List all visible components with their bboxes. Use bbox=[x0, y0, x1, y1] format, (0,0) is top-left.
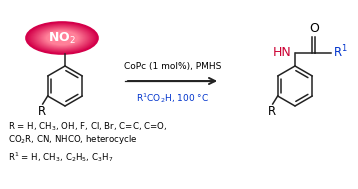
Ellipse shape bbox=[45, 30, 79, 46]
Text: R$^1$: R$^1$ bbox=[333, 44, 348, 60]
Text: R: R bbox=[38, 105, 46, 118]
Ellipse shape bbox=[44, 30, 80, 46]
Ellipse shape bbox=[27, 22, 97, 53]
Text: R$^1$ = H, CH$_3$, C$_2$H$_5$, C$_3$H$_7$: R$^1$ = H, CH$_3$, C$_2$H$_5$, C$_3$H$_7… bbox=[8, 150, 113, 164]
Ellipse shape bbox=[28, 23, 96, 53]
Ellipse shape bbox=[33, 25, 91, 51]
Ellipse shape bbox=[42, 29, 82, 47]
Ellipse shape bbox=[39, 28, 84, 48]
Text: R$^1$CO$_2$H, 100 °C: R$^1$CO$_2$H, 100 °C bbox=[136, 91, 209, 105]
Ellipse shape bbox=[46, 31, 78, 45]
Text: R = H, CH$_3$, OH, F, Cl, Br, C=C, C=O,: R = H, CH$_3$, OH, F, Cl, Br, C=C, C=O, bbox=[8, 121, 168, 133]
Text: CoPc (1 mol%), PMHS: CoPc (1 mol%), PMHS bbox=[124, 62, 221, 71]
Ellipse shape bbox=[35, 26, 89, 50]
Ellipse shape bbox=[43, 29, 81, 47]
Ellipse shape bbox=[40, 29, 83, 47]
Text: R: R bbox=[268, 105, 276, 118]
Ellipse shape bbox=[26, 22, 98, 54]
Ellipse shape bbox=[30, 24, 94, 52]
Text: HN: HN bbox=[273, 46, 292, 59]
Ellipse shape bbox=[38, 27, 87, 49]
Ellipse shape bbox=[29, 23, 95, 53]
Ellipse shape bbox=[37, 27, 88, 49]
Text: NO$_2$: NO$_2$ bbox=[48, 30, 76, 46]
Text: CO$_2$R, CN, NHCO, heterocycle: CO$_2$R, CN, NHCO, heterocycle bbox=[8, 133, 137, 146]
Ellipse shape bbox=[39, 28, 86, 48]
Ellipse shape bbox=[31, 24, 93, 52]
Text: O: O bbox=[309, 22, 319, 35]
Ellipse shape bbox=[34, 26, 90, 50]
Ellipse shape bbox=[32, 25, 92, 51]
